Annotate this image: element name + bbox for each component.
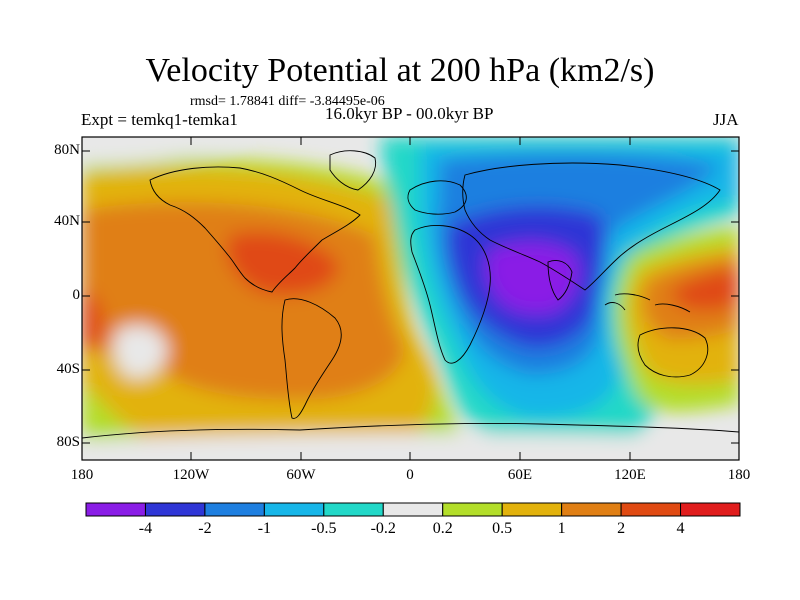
lat-tick-label: 40S xyxy=(56,361,80,377)
coastlines xyxy=(82,150,739,439)
experiment-label: Expt = temkq1-temka1 xyxy=(81,110,238,129)
lat-tick-label: 40N xyxy=(54,213,80,229)
lat-tick-label: 80N xyxy=(54,142,80,158)
coastline-africa xyxy=(410,224,491,364)
colorbar-label: -0.2 xyxy=(370,520,396,537)
colorbar-box xyxy=(680,502,741,517)
colorbar-box xyxy=(323,502,384,517)
lon-ticks xyxy=(190,137,631,460)
lat-tick-label: 80S xyxy=(56,434,80,450)
stats-line: rmsd= 1.78841 diff= -3.84495e-06 xyxy=(190,94,385,109)
map-title: Velocity Potential at 200 hPa (km2/s) xyxy=(145,52,655,89)
colorbar-box xyxy=(561,502,622,517)
colorbar-label: 4 xyxy=(676,520,685,537)
colorbar-box xyxy=(144,502,206,517)
colorbar-box xyxy=(501,502,563,517)
coastline-asia xyxy=(462,162,721,291)
contour-positive-edge-west xyxy=(82,290,104,350)
colorbar-label: 2 xyxy=(617,520,626,537)
colorbar-box xyxy=(620,502,682,517)
lat-tick-label: 0 xyxy=(72,287,81,303)
coastline-maritime-continent xyxy=(604,293,691,313)
lat-ticks xyxy=(82,150,739,444)
period-label: 16.0kyr BP - 00.0kyr BP xyxy=(325,104,494,123)
season-label: JJA xyxy=(713,110,739,129)
contour-neutral-patch-arctic xyxy=(82,137,240,165)
lon-tick-label: 120E xyxy=(614,467,646,483)
colorbar-label: 0.2 xyxy=(432,520,453,537)
lon-tick-label: 60E xyxy=(507,467,533,483)
lon-tick-label: 120W xyxy=(172,467,210,483)
contour-positive-peak-west xyxy=(226,231,340,295)
colorbar-box xyxy=(85,502,146,517)
coastline-south-america xyxy=(281,298,342,419)
colorbar-box xyxy=(204,502,265,517)
contour-field xyxy=(82,137,739,460)
colorbar-label: -4 xyxy=(138,520,153,537)
coastline-australia xyxy=(637,327,709,378)
colorbar-label: -2 xyxy=(198,520,212,537)
lon-tick-label: 60W xyxy=(286,467,316,483)
colorbar-box xyxy=(442,502,503,517)
colorbar-label: -1 xyxy=(257,520,272,537)
coastline-antarctica xyxy=(82,422,739,439)
lon-tick-label: 180 xyxy=(70,467,94,483)
coastline-europe xyxy=(407,180,467,215)
contour-neutral-patch-antarctic xyxy=(82,432,739,460)
coastline-north-america xyxy=(149,166,361,293)
colorbar-box xyxy=(263,502,325,517)
contour-positive-east-peak xyxy=(671,268,739,311)
coastline-greenland xyxy=(329,150,377,191)
colorbar-box xyxy=(382,502,444,517)
lon-tick-label: 180 xyxy=(727,467,751,483)
contour-neutral-patch-south-pacific xyxy=(113,324,168,379)
lon-tick-label: 0 xyxy=(406,467,414,483)
coastline-india xyxy=(547,260,573,301)
colorbar-label: 1 xyxy=(557,520,566,537)
colorbar-label: -0.5 xyxy=(311,520,337,537)
colorbar-label: 0.5 xyxy=(492,520,513,537)
